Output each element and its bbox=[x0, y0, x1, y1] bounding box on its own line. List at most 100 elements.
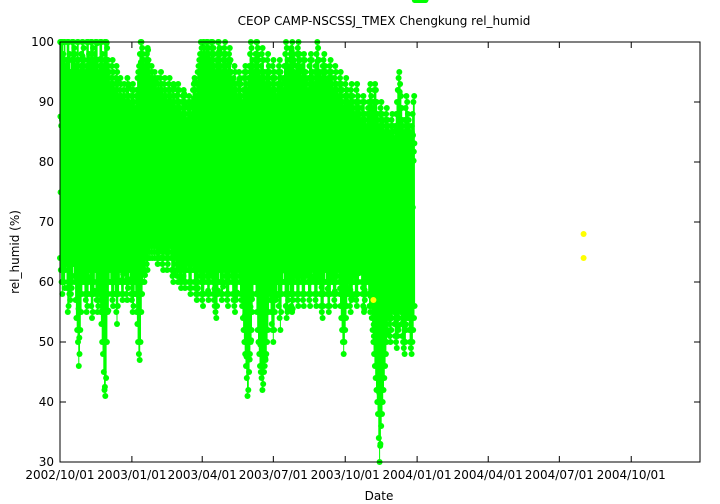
data-point bbox=[304, 81, 311, 87]
data-point bbox=[103, 108, 110, 115]
data-point bbox=[308, 51, 314, 57]
data-point bbox=[111, 87, 118, 93]
data-point bbox=[367, 309, 374, 315]
data-point bbox=[109, 135, 115, 142]
data-point bbox=[135, 183, 142, 190]
data-point bbox=[306, 297, 313, 303]
data-point bbox=[337, 75, 343, 81]
data-point bbox=[88, 303, 95, 309]
data-point bbox=[83, 246, 90, 252]
data-point bbox=[410, 148, 417, 155]
x-axis-label: Date bbox=[365, 489, 394, 503]
data-point bbox=[270, 339, 277, 345]
data-point bbox=[306, 177, 313, 184]
data-point bbox=[89, 309, 96, 315]
data-point bbox=[269, 180, 276, 187]
data-point bbox=[381, 375, 388, 381]
data-point bbox=[190, 251, 197, 258]
data-point bbox=[316, 155, 322, 162]
data-point bbox=[172, 105, 179, 111]
data-point bbox=[368, 239, 375, 246]
data-point bbox=[328, 69, 335, 75]
data-point bbox=[378, 341, 385, 348]
data-point bbox=[122, 144, 129, 151]
data-point bbox=[62, 148, 69, 155]
data-point bbox=[185, 207, 192, 214]
data-point bbox=[65, 182, 72, 188]
data-point bbox=[253, 200, 260, 207]
data-point bbox=[144, 267, 151, 273]
data-point bbox=[255, 57, 262, 63]
data-point bbox=[323, 279, 330, 285]
data-point bbox=[138, 143, 145, 149]
data-point bbox=[193, 81, 200, 87]
data-point bbox=[364, 180, 371, 187]
data-point bbox=[148, 144, 155, 151]
data-point bbox=[155, 198, 162, 205]
data-point bbox=[69, 83, 76, 90]
data-point bbox=[89, 171, 96, 178]
data-point bbox=[261, 75, 268, 81]
chart-title: CEOP CAMP-NSCSSJ_TMEX Chengkung rel_humi… bbox=[238, 14, 531, 28]
data-point bbox=[340, 351, 347, 357]
data-point bbox=[225, 101, 232, 107]
data-point bbox=[301, 51, 307, 57]
data-point bbox=[256, 69, 263, 75]
data-point bbox=[242, 312, 248, 319]
data-point bbox=[399, 307, 406, 314]
data-point bbox=[119, 170, 126, 177]
data-point bbox=[194, 285, 201, 292]
data-point bbox=[307, 172, 314, 179]
data-point bbox=[112, 206, 119, 213]
y-tick-label: 70 bbox=[39, 215, 54, 229]
data-point bbox=[283, 84, 290, 91]
data-point bbox=[305, 163, 312, 169]
data-point bbox=[212, 309, 219, 315]
data-point bbox=[317, 100, 324, 106]
data-point bbox=[411, 315, 417, 321]
data-point bbox=[176, 171, 183, 178]
data-point bbox=[201, 219, 208, 226]
data-point bbox=[282, 212, 289, 218]
data-point bbox=[142, 272, 148, 279]
data-point bbox=[388, 150, 395, 157]
data-point bbox=[89, 315, 95, 321]
data-point bbox=[397, 167, 404, 174]
data-point bbox=[57, 189, 64, 196]
data-point bbox=[391, 185, 398, 192]
data-point bbox=[248, 45, 255, 51]
data-point bbox=[220, 150, 227, 157]
data-point bbox=[289, 305, 296, 312]
data-point bbox=[70, 149, 77, 155]
data-point bbox=[360, 190, 367, 197]
x-tick-label: 2004/07/01 bbox=[525, 468, 594, 482]
data-point bbox=[406, 144, 413, 151]
data-point bbox=[104, 86, 111, 93]
data-point bbox=[334, 252, 341, 259]
data-point bbox=[186, 154, 193, 161]
data-point bbox=[310, 140, 316, 147]
data-point bbox=[254, 45, 261, 51]
data-point bbox=[350, 273, 357, 279]
data-point bbox=[176, 176, 183, 183]
data-point bbox=[346, 120, 353, 127]
data-point bbox=[381, 214, 388, 221]
data-point bbox=[76, 69, 83, 75]
data-point bbox=[146, 124, 153, 131]
data-point bbox=[292, 273, 299, 279]
data-point bbox=[58, 122, 65, 129]
data-point bbox=[233, 117, 240, 124]
data-point bbox=[158, 69, 164, 75]
data-point bbox=[157, 128, 164, 135]
data-point bbox=[114, 144, 121, 151]
data-point bbox=[326, 303, 333, 309]
x-tick-label: 2003/04/01 bbox=[168, 468, 237, 482]
data-point bbox=[198, 128, 205, 135]
data-point bbox=[317, 75, 324, 81]
data-point bbox=[91, 51, 98, 57]
data-point bbox=[137, 339, 144, 345]
data-point bbox=[345, 260, 352, 267]
data-point bbox=[342, 327, 349, 333]
data-point bbox=[273, 141, 280, 148]
data-point bbox=[405, 263, 412, 270]
